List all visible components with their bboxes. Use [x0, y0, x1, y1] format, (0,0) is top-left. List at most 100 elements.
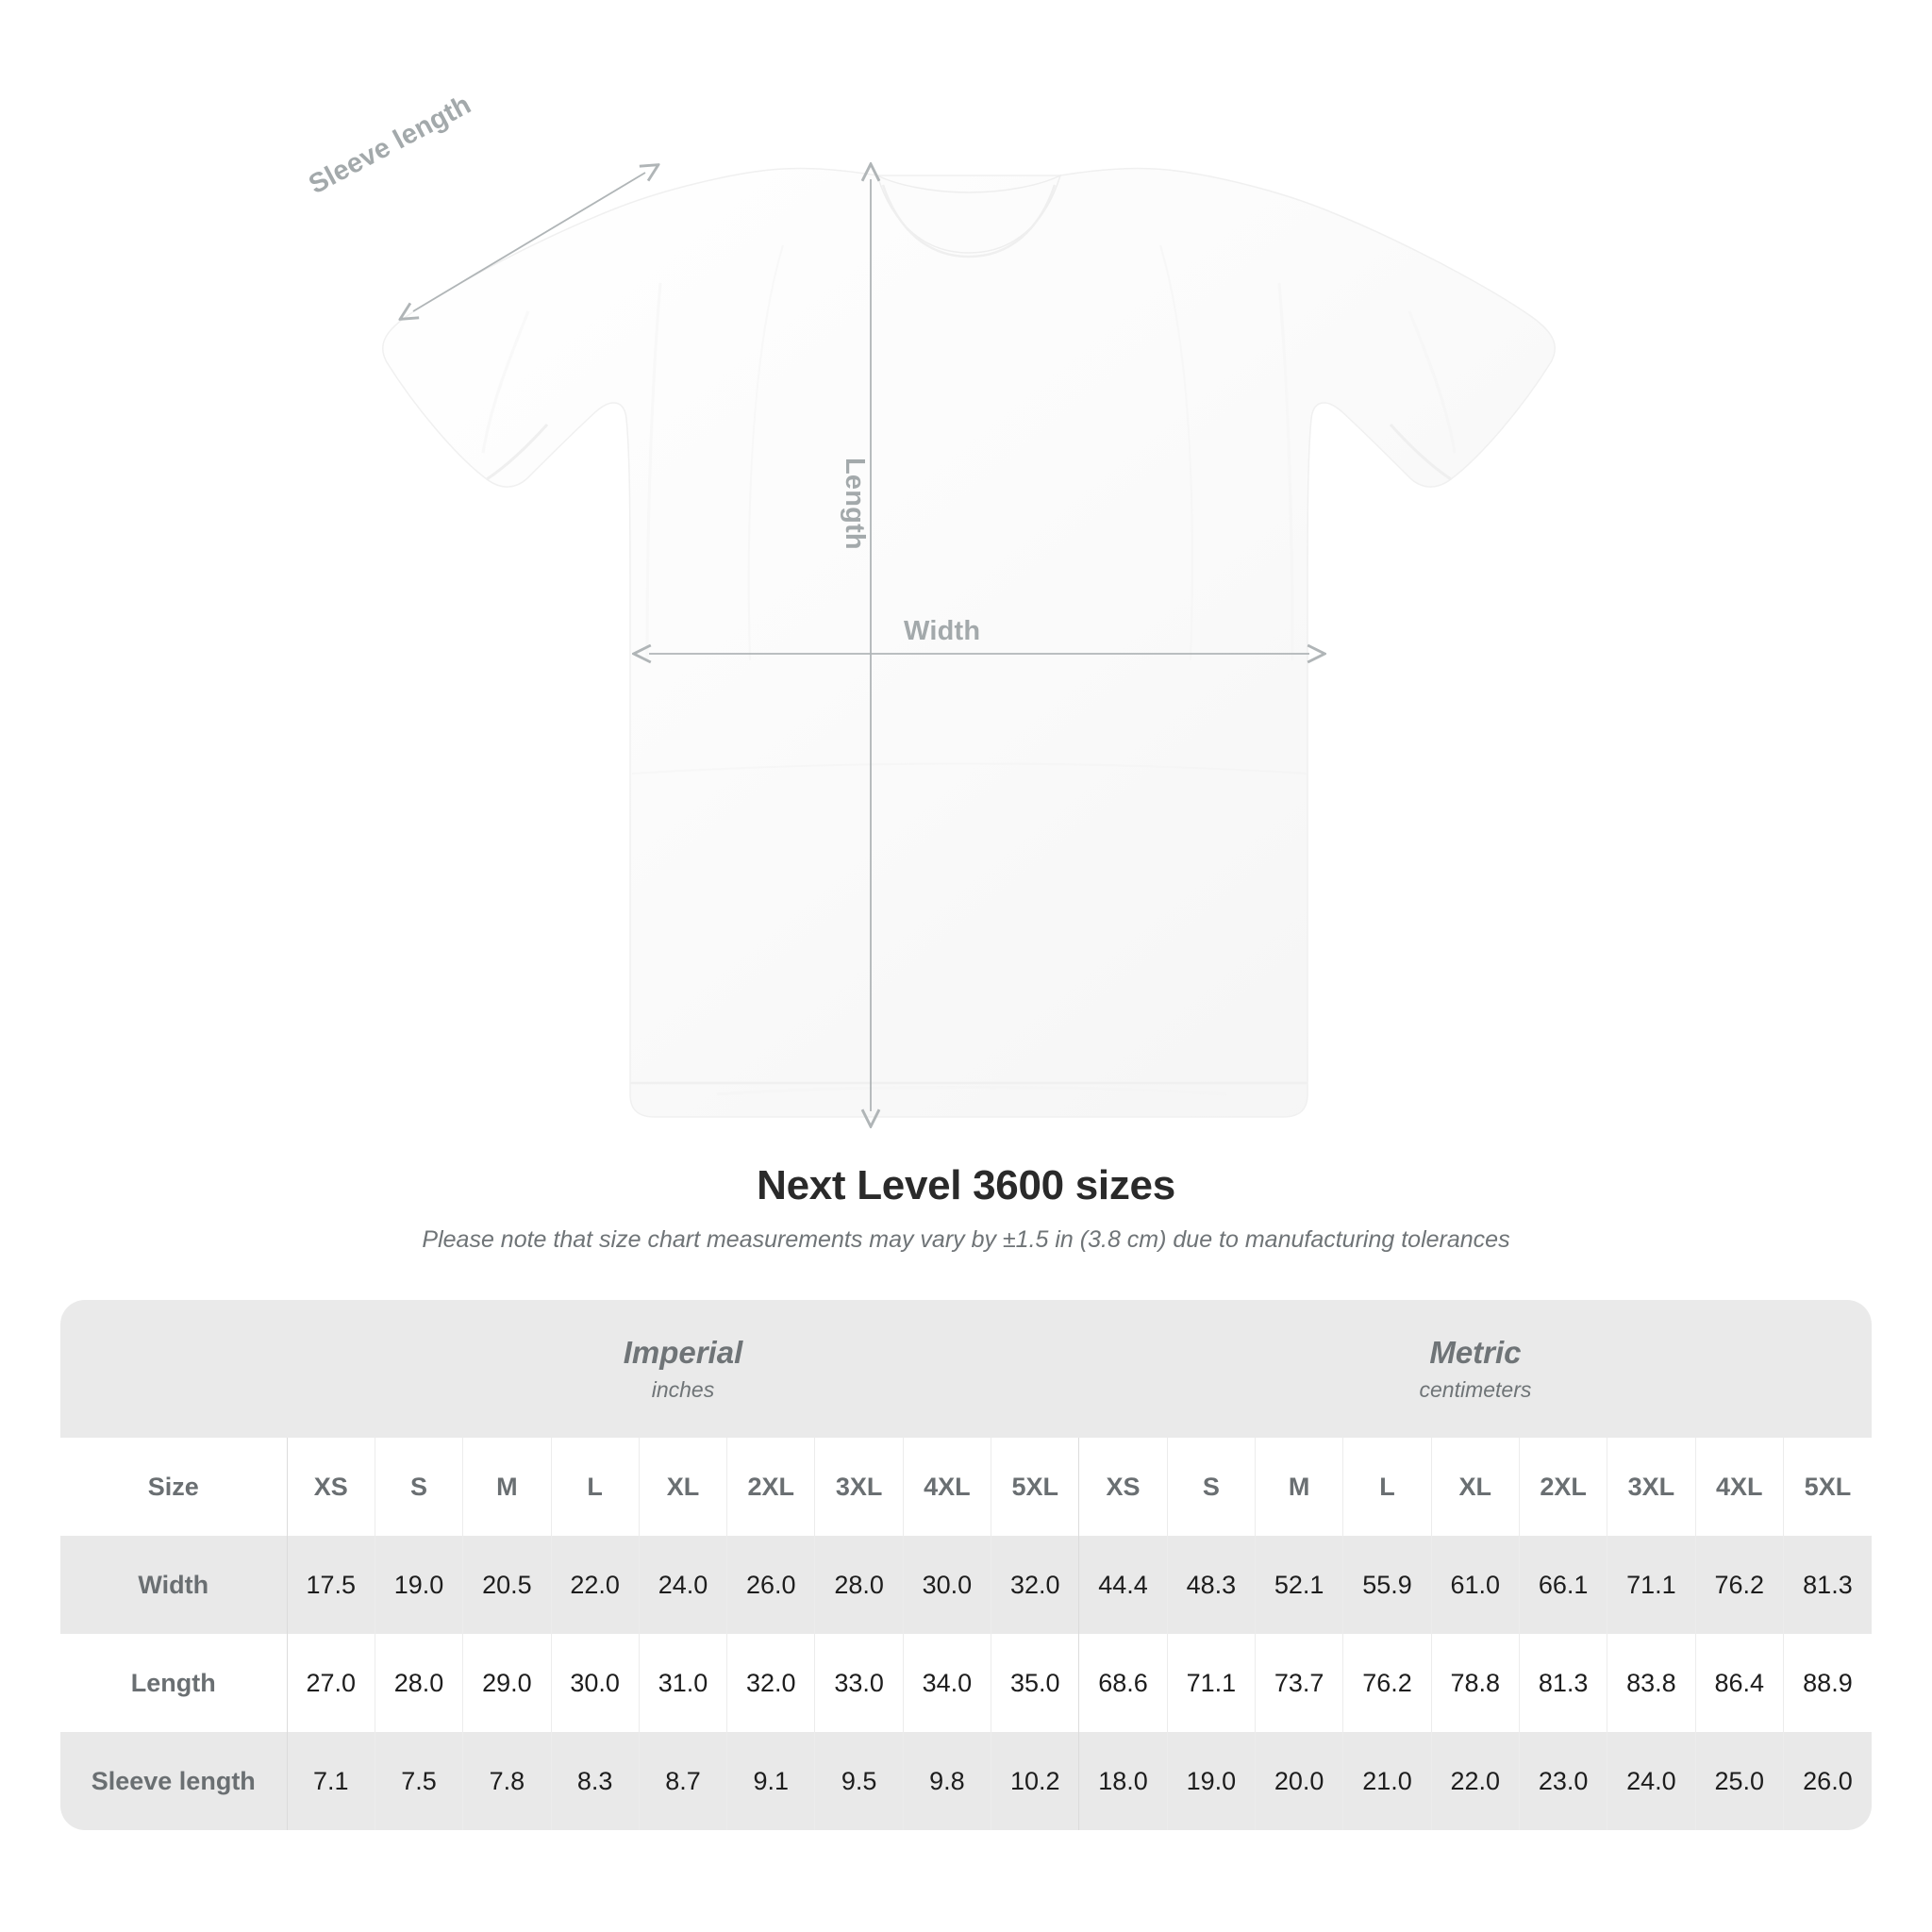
cell-width-metric-s: 48.3 — [1166, 1536, 1256, 1634]
size-col-metric-3xl: 3XL — [1607, 1438, 1696, 1536]
size-table: Imperial inches Metric centimeters Size … — [60, 1300, 1872, 1830]
cell-length-imperial-xl: 31.0 — [638, 1634, 727, 1732]
size-col-imperial-5xl: 5XL — [991, 1438, 1079, 1536]
unit-header-row: Imperial inches Metric centimeters — [60, 1300, 1872, 1438]
cell-sleeve-metric-4xl: 25.0 — [1694, 1732, 1784, 1830]
cell-width-imperial-s: 19.0 — [374, 1536, 463, 1634]
size-col-imperial-l: L — [550, 1438, 640, 1536]
unit-header-metric: Metric centimeters — [1078, 1300, 1872, 1438]
cell-length-metric-xs: 68.6 — [1078, 1634, 1168, 1732]
size-col-metric-5xl: 5XL — [1782, 1438, 1872, 1536]
row-label-sleeve-length: Sleeve length — [60, 1732, 288, 1830]
unit-header-imperial: Imperial inches — [287, 1300, 1079, 1438]
cell-width-imperial-2xl: 26.0 — [726, 1536, 815, 1634]
tshirt-body-shape — [382, 167, 1556, 1118]
cell-sleeve-metric-xl: 22.0 — [1430, 1732, 1520, 1830]
cell-width-metric-l: 55.9 — [1342, 1536, 1432, 1634]
cell-width-imperial-xs: 17.5 — [286, 1536, 375, 1634]
title-block: Next Level 3600 sizes Please note that s… — [0, 1162, 1932, 1254]
cell-length-metric-m: 73.7 — [1254, 1634, 1343, 1732]
metric-label: Metric — [1429, 1335, 1522, 1371]
imperial-sublabel: inches — [651, 1376, 715, 1402]
cell-width-imperial-l: 22.0 — [550, 1536, 640, 1634]
size-col-metric-s: S — [1166, 1438, 1256, 1536]
page-title: Next Level 3600 sizes — [757, 1162, 1175, 1208]
size-col-metric-l: L — [1342, 1438, 1432, 1536]
cell-sleeve-metric-xs: 18.0 — [1078, 1732, 1168, 1830]
tshirt-illustration — [382, 0, 1556, 1146]
cell-width-imperial-3xl: 28.0 — [814, 1536, 904, 1634]
metric-sublabel: centimeters — [1419, 1376, 1532, 1402]
size-header-row: Size XS S M L XL 2XL 3XL 4XL 5XL XS S M … — [60, 1438, 1872, 1536]
cell-sleeve-metric-m: 20.0 — [1254, 1732, 1343, 1830]
size-col-imperial-3xl: 3XL — [814, 1438, 904, 1536]
size-col-imperial-4xl: 4XL — [902, 1438, 991, 1536]
cell-sleeve-imperial-3xl: 9.5 — [814, 1732, 904, 1830]
size-table-container: Imperial inches Metric centimeters Size … — [60, 1300, 1872, 1830]
cell-length-metric-5xl: 88.9 — [1782, 1634, 1872, 1732]
cell-width-metric-xl: 61.0 — [1430, 1536, 1520, 1634]
size-col-metric-xl: XL — [1430, 1438, 1520, 1536]
cell-width-metric-m: 52.1 — [1254, 1536, 1343, 1634]
cell-length-metric-4xl: 86.4 — [1694, 1634, 1784, 1732]
cell-length-metric-xl: 78.8 — [1430, 1634, 1520, 1732]
width-dimension-label: Width — [904, 616, 981, 646]
cell-width-metric-5xl: 81.3 — [1782, 1536, 1872, 1634]
cell-sleeve-metric-l: 21.0 — [1342, 1732, 1432, 1830]
table-row: Length 27.0 28.0 29.0 30.0 31.0 32.0 33.… — [60, 1634, 1872, 1732]
unit-header-spacer — [60, 1300, 288, 1438]
size-col-metric-2xl: 2XL — [1518, 1438, 1607, 1536]
cell-length-imperial-3xl: 33.0 — [814, 1634, 904, 1732]
table-row: Width 17.5 19.0 20.5 22.0 24.0 26.0 28.0… — [60, 1536, 1872, 1634]
cell-length-imperial-2xl: 32.0 — [726, 1634, 815, 1732]
size-col-imperial-2xl: 2XL — [726, 1438, 815, 1536]
cell-length-metric-2xl: 81.3 — [1518, 1634, 1607, 1732]
cell-width-metric-4xl: 76.2 — [1694, 1536, 1784, 1634]
imperial-label: Imperial — [623, 1335, 743, 1371]
cell-length-imperial-4xl: 34.0 — [902, 1634, 991, 1732]
cell-width-imperial-xl: 24.0 — [638, 1536, 727, 1634]
cell-sleeve-imperial-l: 8.3 — [550, 1732, 640, 1830]
cell-sleeve-imperial-xl: 8.7 — [638, 1732, 727, 1830]
size-col-metric-m: M — [1254, 1438, 1343, 1536]
size-col-imperial-xs: XS — [286, 1438, 375, 1536]
cell-sleeve-imperial-4xl: 9.8 — [902, 1732, 991, 1830]
cell-length-metric-3xl: 83.8 — [1607, 1634, 1696, 1732]
size-col-imperial-xl: XL — [638, 1438, 727, 1536]
cell-width-imperial-4xl: 30.0 — [902, 1536, 991, 1634]
garment-diagram: Sleeve length Length Width — [304, 0, 1556, 1146]
cell-width-metric-2xl: 66.1 — [1518, 1536, 1607, 1634]
size-col-metric-xs: XS — [1078, 1438, 1168, 1536]
table-row: Sleeve length 7.1 7.5 7.8 8.3 8.7 9.1 9.… — [60, 1732, 1872, 1830]
size-header-label: Size — [60, 1438, 288, 1536]
cell-sleeve-metric-s: 19.0 — [1166, 1732, 1256, 1830]
length-dimension-label: Length — [840, 458, 870, 550]
cell-sleeve-imperial-2xl: 9.1 — [726, 1732, 815, 1830]
cell-sleeve-imperial-xs: 7.1 — [286, 1732, 375, 1830]
tolerance-note: Please note that size chart measurements… — [422, 1226, 1510, 1253]
cell-sleeve-imperial-s: 7.5 — [374, 1732, 463, 1830]
cell-length-imperial-m: 29.0 — [462, 1634, 551, 1732]
cell-width-metric-xs: 44.4 — [1078, 1536, 1168, 1634]
measurement-lines — [413, 173, 1309, 1111]
cell-sleeve-metric-2xl: 23.0 — [1518, 1732, 1607, 1830]
cell-length-imperial-l: 30.0 — [550, 1634, 640, 1732]
cell-sleeve-imperial-5xl: 10.2 — [991, 1732, 1079, 1830]
row-label-length: Length — [60, 1634, 288, 1732]
cell-length-imperial-5xl: 35.0 — [991, 1634, 1079, 1732]
cell-length-metric-s: 71.1 — [1166, 1634, 1256, 1732]
cell-sleeve-imperial-m: 7.8 — [462, 1732, 551, 1830]
cell-length-metric-l: 76.2 — [1342, 1634, 1432, 1732]
size-col-imperial-s: S — [374, 1438, 463, 1536]
cell-length-imperial-s: 28.0 — [374, 1634, 463, 1732]
size-col-metric-4xl: 4XL — [1694, 1438, 1784, 1536]
cell-width-imperial-5xl: 32.0 — [991, 1536, 1079, 1634]
cell-width-imperial-m: 20.5 — [462, 1536, 551, 1634]
row-label-width: Width — [60, 1536, 288, 1634]
size-col-imperial-m: M — [462, 1438, 551, 1536]
cell-sleeve-metric-3xl: 24.0 — [1607, 1732, 1696, 1830]
cell-sleeve-metric-5xl: 26.0 — [1782, 1732, 1872, 1830]
cell-length-imperial-xs: 27.0 — [286, 1634, 375, 1732]
cell-width-metric-3xl: 71.1 — [1607, 1536, 1696, 1634]
